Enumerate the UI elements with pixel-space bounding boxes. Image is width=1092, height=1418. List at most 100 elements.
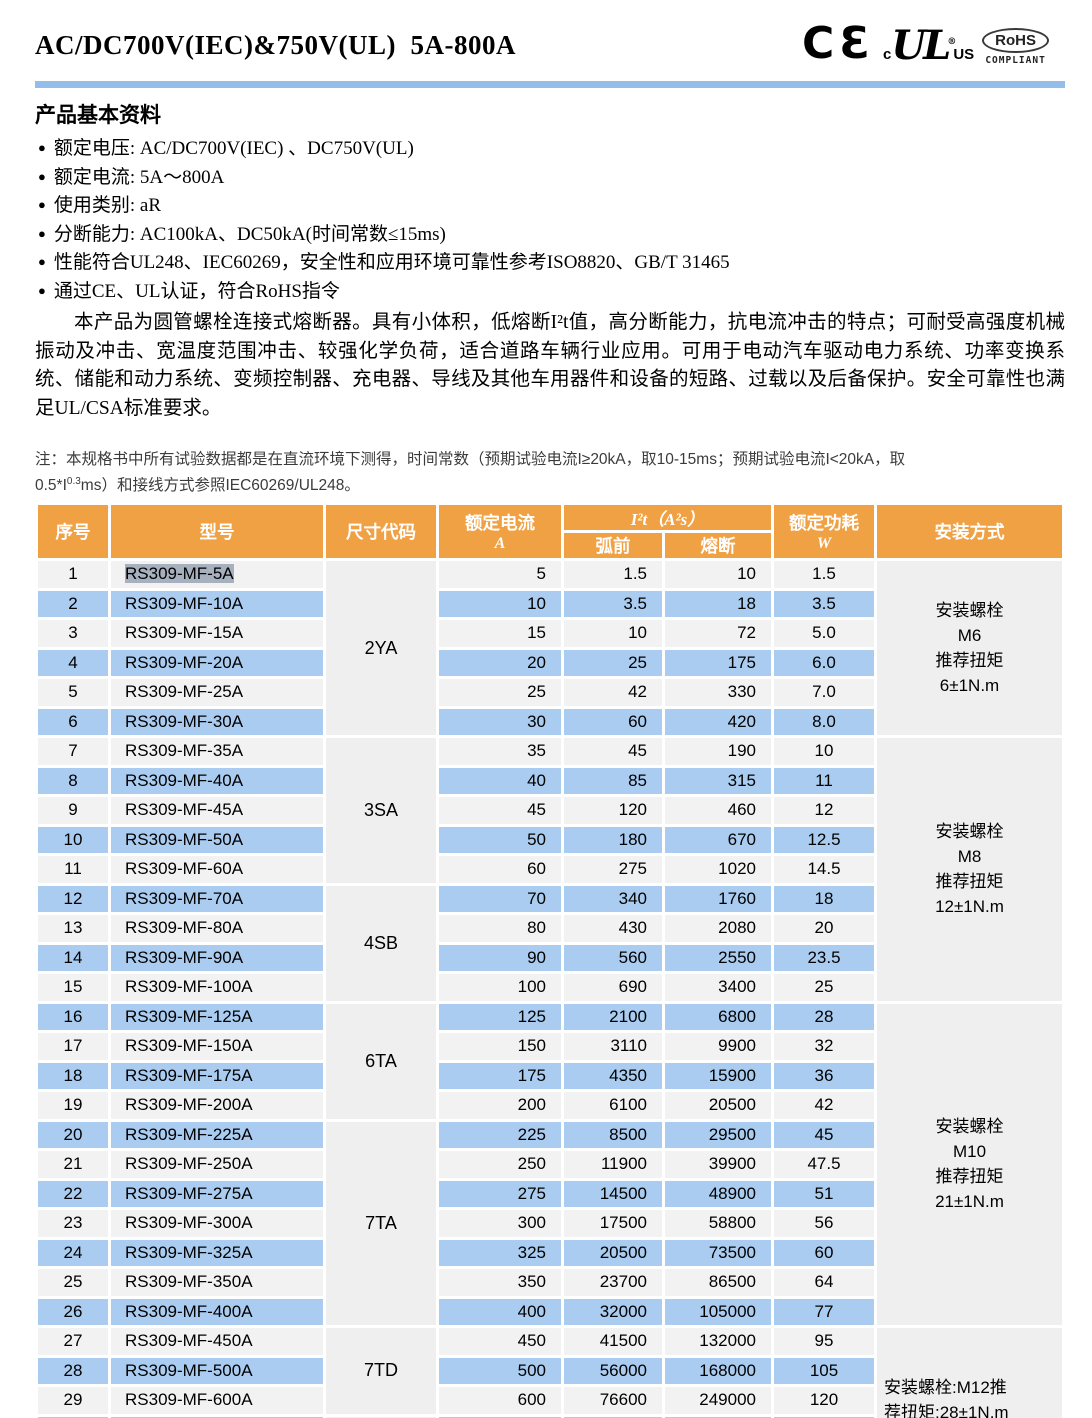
cell-model: RS309-MF-15A bbox=[111, 620, 323, 647]
cell-rated-current: 600 bbox=[439, 1387, 561, 1414]
cell-melt-i2t: 3400 bbox=[665, 974, 771, 1001]
install-line: 21±1N.m bbox=[935, 1192, 1004, 1212]
bullet-text: 额定电压: AC/DC700V(IEC) 、DC750V(UL) bbox=[53, 138, 414, 159]
cell-model: RS309-MF-10A bbox=[111, 590, 323, 618]
model-text: RS309-MF-45A bbox=[125, 800, 244, 820]
cell-prearc-i2t: 32000 bbox=[564, 1298, 662, 1326]
model-text: RS309-MF-40A bbox=[125, 770, 244, 790]
cell-melt-i2t: 9900 bbox=[665, 1033, 771, 1060]
table-row: 11 RS309-MF-60A 60 275 1020 14.5 bbox=[38, 856, 1062, 883]
cell-seq: 3 bbox=[38, 620, 108, 647]
cell-model: RS309-MF-20A bbox=[111, 649, 323, 677]
cell-rated-current: 225 bbox=[439, 1121, 561, 1149]
model-text: RS309-MF-20A bbox=[125, 652, 244, 672]
cell-rated-current: 20 bbox=[439, 649, 561, 677]
model-text: RS309-MF-60A bbox=[125, 859, 244, 879]
note-formula-exponent: 0.3 bbox=[66, 476, 81, 487]
cell-install: 安装螺栓 M8 推荐扭矩 12±1N.m bbox=[877, 738, 1062, 1001]
cell-rated-current: 60 bbox=[439, 856, 561, 883]
cell-rated-power: 1.5 bbox=[774, 561, 874, 588]
table-row: 21 RS309-MF-250A 250 11900 39900 47.5 bbox=[38, 1151, 1062, 1178]
model-text: RS309-MF-350A bbox=[125, 1272, 253, 1292]
cell-melt-i2t: 168000 bbox=[665, 1357, 771, 1385]
cell-size-code: 7TA bbox=[326, 1121, 436, 1326]
cell-melt-i2t: 190 bbox=[665, 738, 771, 765]
cell-rated-current: 400 bbox=[439, 1298, 561, 1326]
cell-model: RS309-MF-35A bbox=[111, 738, 323, 765]
cell-melt-i2t: 175 bbox=[665, 649, 771, 677]
cell-rated-current: 350 bbox=[439, 1269, 561, 1296]
model-text: RS309-MF-300A bbox=[125, 1213, 253, 1233]
cell-rated-current: 200 bbox=[439, 1092, 561, 1119]
cell-prearc-i2t: 17500 bbox=[564, 1210, 662, 1237]
cell-melt-i2t: 15900 bbox=[665, 1062, 771, 1090]
cell-size-code: 6TA bbox=[326, 1003, 436, 1119]
cell-model: RS309-MF-150A bbox=[111, 1033, 323, 1060]
model-text: RS309-MF-250A bbox=[125, 1154, 253, 1174]
cell-melt-i2t: 420 bbox=[665, 708, 771, 736]
cell-rated-current: 50 bbox=[439, 826, 561, 854]
model-text: RS309-MF-70A bbox=[125, 888, 244, 908]
model-text: RS309-MF-325A bbox=[125, 1242, 253, 1262]
cell-seq: 18 bbox=[38, 1062, 108, 1090]
cell-model: RS309-MF-125A bbox=[111, 1003, 323, 1031]
cell-rated-current: 90 bbox=[439, 944, 561, 972]
cell-prearc-i2t: 42 bbox=[564, 679, 662, 706]
table-row: 22 RS309-MF-275A 275 14500 48900 51 bbox=[38, 1180, 1062, 1208]
table-row: 1 RS309-MF-5A 2YA 5 1.5 10 1.5 安装螺栓 M6 推荐扭矩 6±1N.m bbox=[38, 561, 1062, 736]
cell-size-code: 4SB bbox=[326, 885, 436, 1001]
cell-size-code: 2YA bbox=[326, 561, 436, 736]
registered-trademark-icon: ® bbox=[947, 37, 957, 47]
cell-prearc-i2t: 10 bbox=[564, 620, 662, 647]
note-line1: 注：本规格书中所有试验数据都是在直流环境下测得，时间常数（预期试验电流I≥20k… bbox=[35, 451, 906, 468]
cell-seq: 14 bbox=[38, 944, 108, 972]
cell-seq: 25 bbox=[38, 1269, 108, 1296]
install-line: 安装螺栓 bbox=[935, 601, 1004, 621]
bullet-breaking-capacity: ● 分断能力: AC100kA、DC50kA(时间常数≤15ms) bbox=[35, 220, 1065, 249]
cell-model: RS309-MF-400A bbox=[111, 1298, 323, 1326]
cell-model: RS309-MF-275A bbox=[111, 1180, 323, 1208]
model-text: RS309-MF-35A bbox=[125, 741, 244, 761]
table-row: 5 RS309-MF-25A 25 42 330 7.0 bbox=[38, 679, 1062, 706]
col-header-install: 安装方式 bbox=[877, 505, 1062, 559]
cell-model: RS309-MF-300A bbox=[111, 1210, 323, 1237]
cell-model: RS309-MF-80A bbox=[111, 915, 323, 942]
table-row: 6 RS309-MF-30A 30 60 420 8.0 bbox=[38, 708, 1062, 736]
cell-model: RS309-MF-50A bbox=[111, 826, 323, 854]
cell-melt-i2t: 2080 bbox=[665, 915, 771, 942]
cell-prearc-i2t: 56000 bbox=[564, 1357, 662, 1385]
cell-seq: 22 bbox=[38, 1180, 108, 1208]
cell-seq: 19 bbox=[38, 1092, 108, 1119]
table-row: 13 RS309-MF-80A 80 430 2080 20 bbox=[38, 915, 1062, 942]
cell-rated-power: 10 bbox=[774, 738, 874, 765]
rohs-oval-label: RoHS bbox=[982, 28, 1049, 53]
cell-seq: 24 bbox=[38, 1239, 108, 1267]
certification-marks: CƐ c UL ® US RoHS COMPLIANT bbox=[802, 20, 1065, 68]
product-description: 本产品为圆管螺栓连接式熔断器。具有小体积，低熔断I²t值，高分断能力，抗电流冲击… bbox=[35, 312, 1065, 419]
cell-model: RS309-MF-600A bbox=[111, 1387, 323, 1414]
bullet-dot-icon: ● bbox=[38, 282, 46, 298]
cell-rated-power: 18 bbox=[774, 885, 874, 913]
col-header-melt: 熔断 bbox=[665, 533, 771, 559]
cell-rated-current: 250 bbox=[439, 1151, 561, 1178]
cell-seq: 6 bbox=[38, 708, 108, 736]
cell-model: RS309-MF-200A bbox=[111, 1092, 323, 1119]
cell-seq: 8 bbox=[38, 767, 108, 795]
rohs-compliant-label: COMPLIANT bbox=[985, 55, 1046, 66]
col-header-size-code: 尺寸代码 bbox=[326, 505, 436, 559]
cell-install: 安装螺栓 M10 推荐扭矩 21±1N.m bbox=[877, 1003, 1062, 1326]
cell-melt-i2t: 132000 bbox=[665, 1328, 771, 1355]
table-row: 15 RS309-MF-100A 100 690 3400 25 bbox=[38, 974, 1062, 1001]
cell-rated-power: 12 bbox=[774, 797, 874, 824]
table-row: 29 RS309-MF-600A 600 76600 249000 120 bbox=[38, 1387, 1062, 1414]
spec-bullet-list: ● 额定电压: AC/DC700V(IEC) 、DC750V(UL) ● 额定电流:… bbox=[35, 134, 1065, 305]
note-line2-rest: ms）和接线方式参照IEC60269/UL248。 bbox=[80, 477, 360, 495]
cell-melt-i2t: 330 bbox=[665, 679, 771, 706]
cell-prearc-i2t: 41500 bbox=[564, 1328, 662, 1355]
cell-prearc-i2t: 690 bbox=[564, 974, 662, 1001]
cell-melt-i2t: 325000 bbox=[665, 1416, 771, 1418]
install-line: 安装螺栓:M12推 bbox=[884, 1378, 1007, 1398]
cell-seq: 13 bbox=[38, 915, 108, 942]
cell-model: RS309-MF-70A bbox=[111, 885, 323, 913]
bullet-dot-icon: ● bbox=[38, 197, 46, 212]
